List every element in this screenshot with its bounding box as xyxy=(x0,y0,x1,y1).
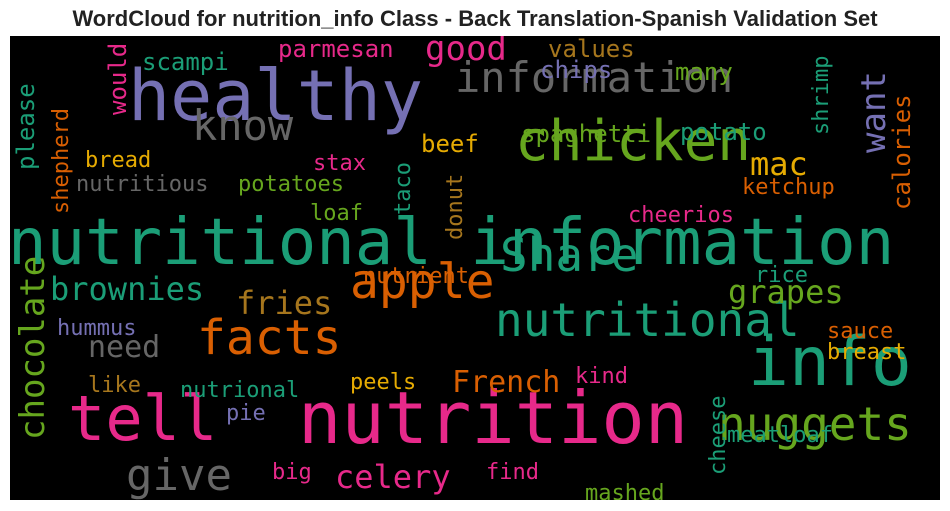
word-mac: mac xyxy=(750,145,808,183)
word-calories: calories xyxy=(888,94,916,210)
word-want: want xyxy=(854,71,894,153)
wordcloud-svg: nutritional informationhealthynutritionc… xyxy=(10,36,916,500)
word-mashed: mashed xyxy=(585,481,664,500)
word-shepherd: shepherd xyxy=(49,108,74,214)
word-donut: donut xyxy=(443,174,468,240)
word-potatoes: potatoes xyxy=(238,172,344,197)
word-beef: beef xyxy=(421,130,479,158)
word-chicken: chicken xyxy=(515,109,751,174)
word-taco: taco xyxy=(391,162,416,215)
word-breast: breast xyxy=(827,340,906,365)
word-healthy: healthy xyxy=(128,55,423,137)
word-chocolate: chocolate xyxy=(13,256,53,440)
word-parmesan: parmesan xyxy=(278,36,394,63)
word-find: find xyxy=(486,460,539,485)
word-french: French xyxy=(452,365,560,400)
word-like: like xyxy=(88,373,141,398)
word-cheerios: cheerios xyxy=(628,203,734,228)
word-brownies: brownies xyxy=(50,270,204,308)
word-need: need xyxy=(88,330,160,365)
word-bread: bread xyxy=(85,148,151,173)
word-ketchup: ketchup xyxy=(742,175,835,200)
word-scampi: scampi xyxy=(142,48,229,76)
word-tell: tell xyxy=(68,382,217,455)
chart-title: WordCloud for nutrition_info Class - Bac… xyxy=(72,6,878,31)
word-stax: stax xyxy=(313,151,366,176)
word-good: good xyxy=(425,36,507,69)
word-spaghetti: spaghetti xyxy=(521,120,651,148)
word-shrimp: shrimp xyxy=(809,56,834,135)
word-nutritional: nutritional xyxy=(495,293,800,347)
word-nuggets: nuggets xyxy=(718,397,912,451)
word-info: info xyxy=(748,323,912,402)
word-rice: rice xyxy=(755,263,808,288)
word-nutritious: nutritious xyxy=(76,172,208,197)
word-share: Share xyxy=(500,228,638,282)
word-know: know xyxy=(192,101,294,150)
word-hummus: hummus xyxy=(57,316,136,341)
word-information: information xyxy=(455,53,733,102)
word-grapes: grapes xyxy=(728,273,844,311)
word-values: values xyxy=(548,36,635,63)
word-please: please xyxy=(12,83,40,170)
word-peels: peels xyxy=(350,370,416,395)
word-pie: pie xyxy=(226,401,266,426)
word-nutrional: nutrional xyxy=(180,378,299,403)
word-many: many xyxy=(675,58,733,86)
word-apple: apple xyxy=(350,254,495,310)
word-big: big xyxy=(272,460,312,485)
word-give: give xyxy=(126,450,232,500)
word-nutrient: nutrient xyxy=(363,264,469,289)
word-chips: chips xyxy=(540,56,612,84)
word-celery: celery xyxy=(335,458,451,496)
word-cheese: cheese xyxy=(706,396,731,475)
word-kind: kind xyxy=(575,364,628,389)
wordcloud-canvas: nutritional information healthy nutrition c… xyxy=(10,36,940,500)
word-sauce: sauce xyxy=(827,319,893,344)
word-fries: fries xyxy=(236,284,332,322)
word-nutritional-information: nutritional information xyxy=(10,206,894,280)
word-facts: facts xyxy=(197,310,342,366)
word-potato: potato xyxy=(680,118,767,146)
word-loaf: loaf xyxy=(310,201,363,226)
word-meatloaf: meatloaf xyxy=(727,423,833,448)
word-nutrition: nutrition xyxy=(298,376,688,460)
word-would: would xyxy=(104,43,132,115)
